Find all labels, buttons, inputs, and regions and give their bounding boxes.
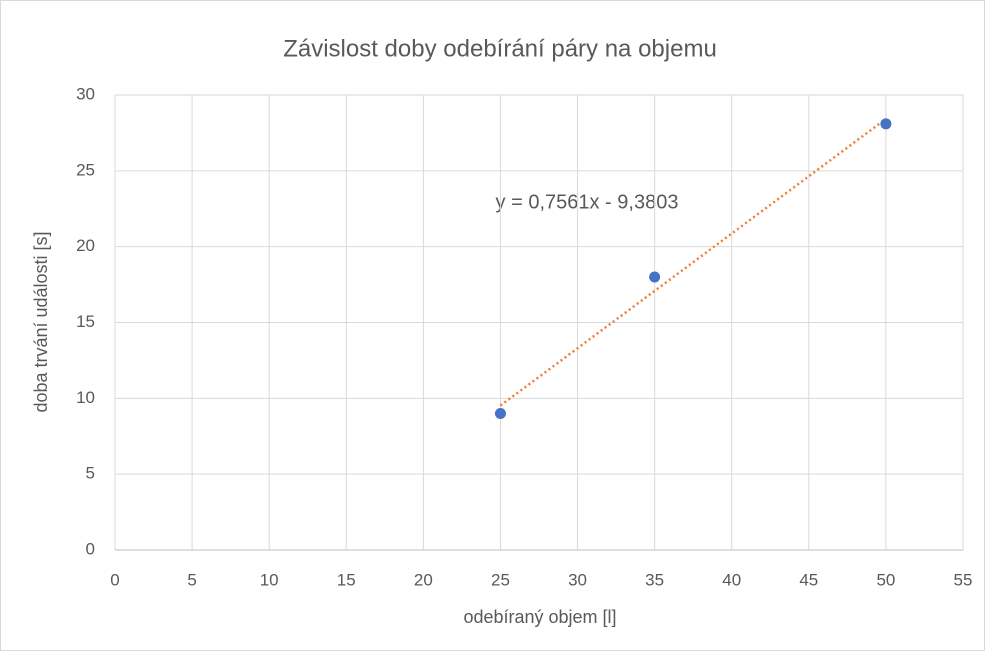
- x-tick-label: 0: [110, 570, 119, 589]
- data-point: [880, 118, 892, 130]
- x-tick-label: 10: [260, 570, 279, 589]
- x-tick-label: 50: [876, 570, 895, 589]
- y-tick-label: 15: [76, 312, 95, 331]
- y-tick-label: 25: [76, 160, 95, 179]
- y-tick-label: 0: [86, 539, 95, 558]
- data-point: [494, 408, 506, 419]
- trendline-equation: y = 0,7561x - 9,3803: [496, 191, 679, 213]
- x-tick-label: 20: [414, 570, 433, 589]
- y-tick-label: 5: [86, 464, 95, 483]
- trendline: [499, 117, 887, 407]
- chart-title: Závislost doby odebírání páry na objemu: [283, 35, 717, 62]
- x-tick-label: 40: [722, 570, 741, 589]
- x-tick-label: 15: [337, 570, 356, 589]
- x-tick-label: 55: [954, 570, 973, 589]
- data-point: [649, 271, 661, 283]
- y-tick-label: 10: [76, 388, 95, 407]
- x-tick-label: 30: [568, 570, 587, 589]
- y-tick-label: 30: [76, 84, 95, 103]
- x-axis-label: odebíraný objem [l]: [463, 607, 616, 627]
- x-tick-label: 5: [187, 570, 196, 589]
- x-tick-label: 45: [799, 570, 818, 589]
- y-axis-label: doba trvání události [s]: [31, 231, 51, 412]
- x-tick-label: 35: [645, 570, 664, 589]
- y-tick-label: 20: [76, 236, 95, 255]
- x-tick-label: 25: [491, 570, 510, 589]
